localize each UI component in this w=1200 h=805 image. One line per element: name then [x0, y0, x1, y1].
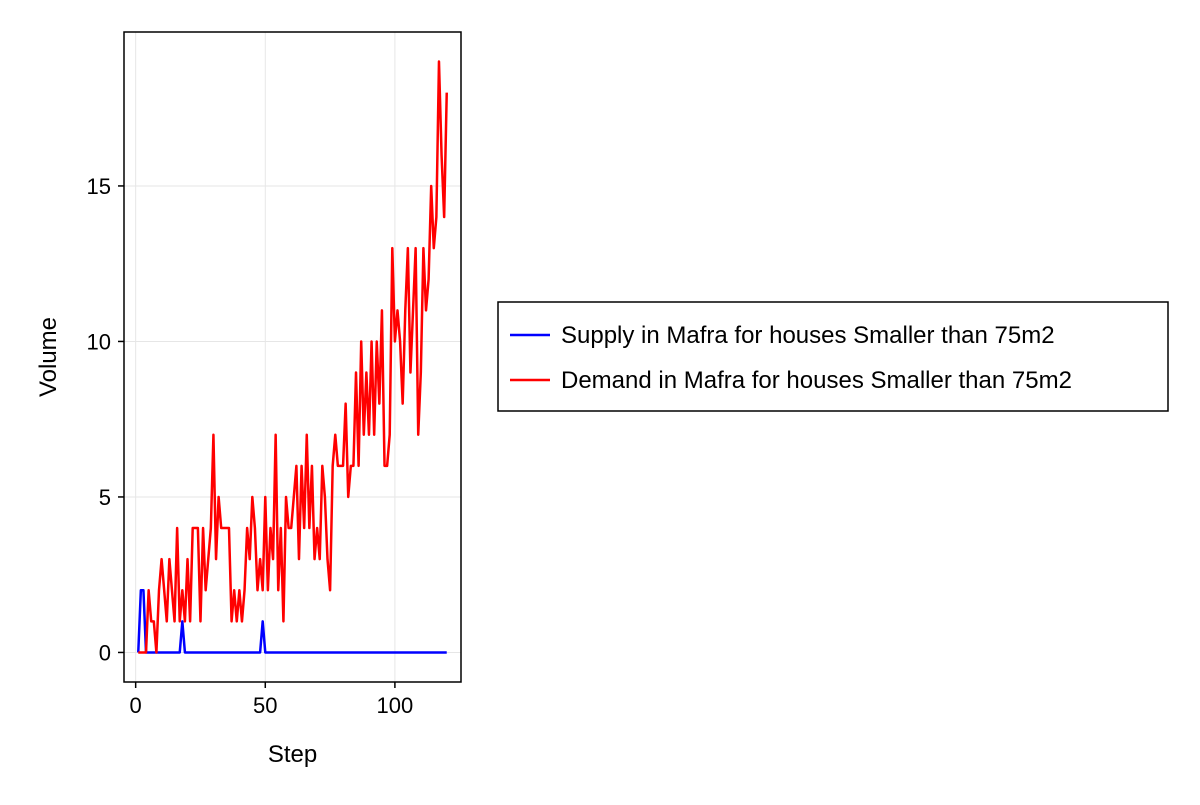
series-line-demand [138, 60, 448, 654]
x-tick-label: 100 [377, 693, 414, 718]
y-tick-label: 5 [99, 485, 111, 510]
series-line-supply [137, 589, 447, 654]
x-tick-label: 50 [253, 693, 277, 718]
x-axis-ticks: 0 50 100 [130, 682, 414, 718]
legend-box [497, 301, 1169, 412]
series-layer [137, 60, 448, 654]
y-tick-label: 0 [99, 640, 111, 665]
legend: Supply in Mafra for houses Smaller than … [497, 301, 1169, 412]
y-tick-label: 15 [87, 174, 111, 199]
y-axis-label: Volume [35, 317, 62, 397]
y-tick-label: 10 [87, 329, 111, 354]
x-axis-label: Step [268, 741, 317, 768]
plot-frame [123, 31, 462, 683]
y-axis-ticks: 0 5 10 15 [87, 174, 124, 665]
legend-label-supply: Supply in Mafra for houses Smaller than … [561, 322, 1055, 349]
x-tick-label: 0 [130, 693, 142, 718]
legend-label-demand: Demand in Mafra for houses Smaller than … [561, 367, 1072, 394]
